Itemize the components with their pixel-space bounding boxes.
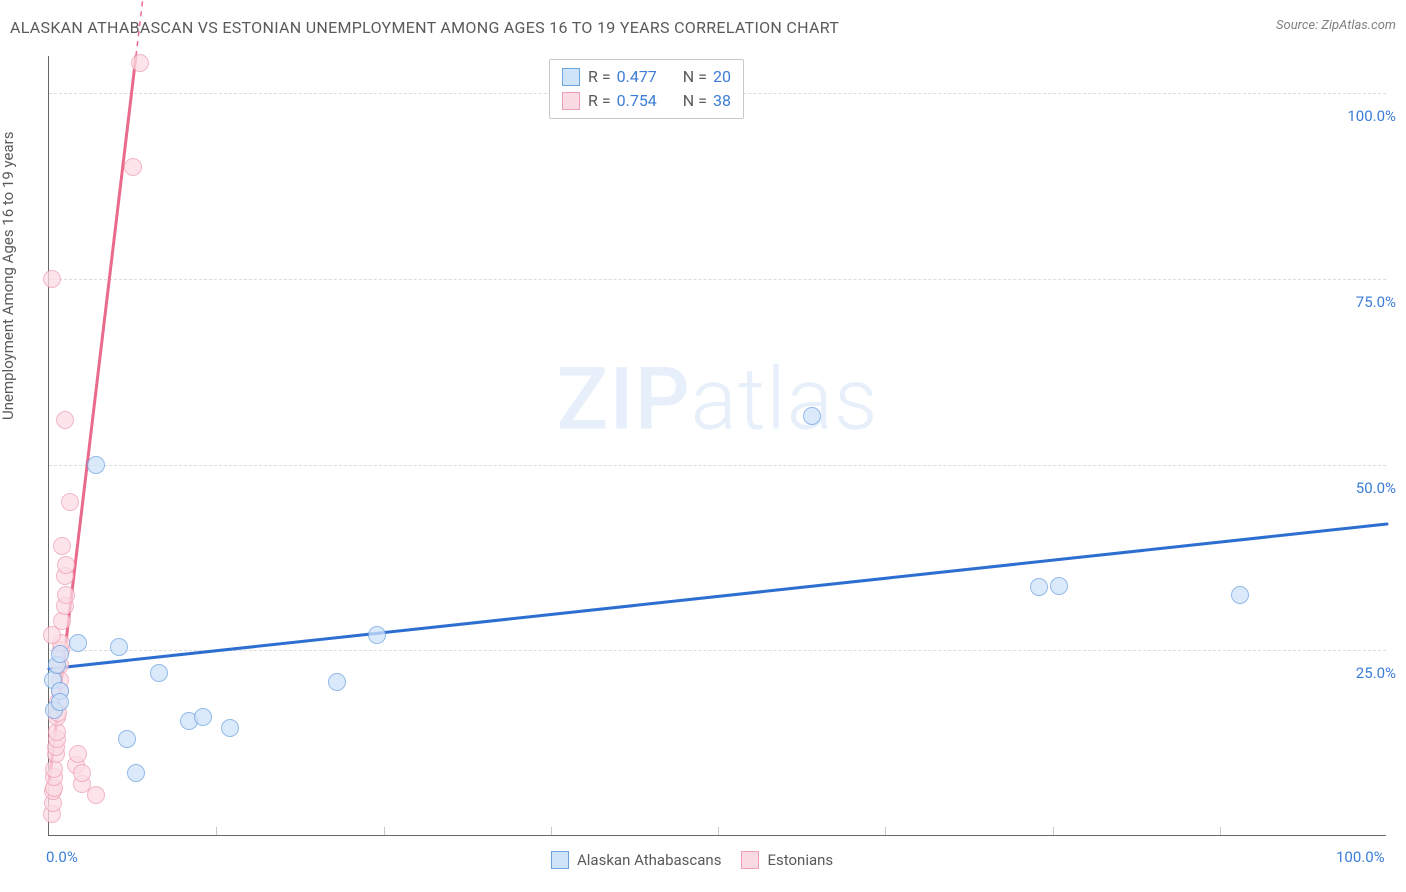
correlation-legend-row: R = 0.754 N = 38 — [562, 89, 731, 113]
legend-swatch — [562, 92, 580, 110]
y-tick-label: 100.0% — [1347, 107, 1396, 125]
series-legend-item: Alaskan Athabascans — [551, 851, 721, 869]
source-label: Source: ZipAtlas.com — [1276, 18, 1396, 33]
y-tick-label: 25.0% — [1356, 664, 1396, 682]
series-legend-item: Estonians — [741, 851, 833, 869]
legend-n-label: N = — [683, 89, 707, 113]
legend-r-label: R = — [588, 89, 611, 113]
legend-r-label: R = — [588, 65, 611, 89]
chart-title: ALASKAN ATHABASCAN VS ESTONIAN UNEMPLOYM… — [10, 18, 839, 37]
x-tick-label: 100.0% — [1336, 848, 1385, 866]
correlation-legend: R = 0.477 N = 20 R = 0.754 N = 38 — [549, 59, 744, 119]
x-tick-label: 0.0% — [46, 848, 78, 866]
legend-n-value: 20 — [713, 65, 731, 89]
regression-line — [49, 56, 136, 784]
regression-layer — [49, 56, 1387, 836]
series-legend: Alaskan Athabascans Estonians — [551, 851, 833, 869]
y-tick-label: 75.0% — [1356, 293, 1396, 311]
legend-swatch — [551, 851, 569, 869]
legend-n-value: 38 — [713, 89, 731, 113]
legend-swatch — [562, 68, 580, 86]
legend-r-value: 0.754 — [617, 89, 657, 113]
legend-swatch — [741, 851, 759, 869]
y-axis-label: Unemployment Among Ages 16 to 19 years — [0, 132, 17, 420]
legend-n-label: N = — [683, 65, 707, 89]
legend-r-value: 0.477 — [617, 65, 657, 89]
plot-area: ZIPatlas R = 0.477N = 20R = 0.754N = 38A… — [48, 56, 1386, 836]
series-legend-label: Alaskan Athabascans — [577, 851, 721, 869]
y-tick-label: 50.0% — [1356, 479, 1396, 497]
correlation-legend-row: R = 0.477 N = 20 — [562, 65, 731, 89]
regression-line — [49, 524, 1387, 669]
series-legend-label: Estonians — [767, 851, 833, 869]
